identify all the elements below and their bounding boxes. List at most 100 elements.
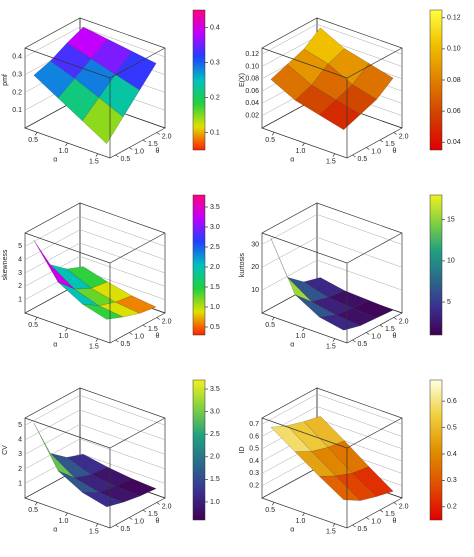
colorbar — [192, 9, 206, 151]
y-tick — [142, 509, 147, 513]
z-tick-label: 20 — [251, 264, 259, 271]
y-axis-label: θ — [393, 518, 397, 525]
colorbar-tick-label: 3.5 — [210, 204, 220, 211]
grid-line — [261, 214, 403, 245]
z-tick-label: 1 — [18, 480, 22, 487]
z-tick-label: 0.4 — [249, 458, 259, 465]
z-tick-label: 0.3 — [12, 72, 22, 79]
x-tick — [271, 317, 275, 321]
z-tick-label: 0.2 — [12, 89, 22, 96]
z-axis-label: E(X) — [239, 73, 246, 87]
y-tick — [379, 139, 384, 143]
colorbar-tick-label: 3.0 — [210, 224, 220, 231]
y-tick-label: 2.0 — [399, 133, 409, 140]
y-tick-label: 0.5 — [121, 156, 131, 163]
colorbar-tick-label: 0.08 — [447, 77, 461, 84]
colorbar-tick-label: 0.10 — [447, 46, 461, 53]
y-tick — [156, 132, 160, 135]
x-tick — [95, 153, 99, 157]
x-axis-label: α — [53, 156, 57, 163]
grid-line — [24, 394, 166, 426]
box-front-edges — [24, 417, 166, 449]
grid-line — [261, 393, 403, 425]
z-tick-label: 1 — [18, 297, 22, 304]
box-side-wall — [24, 387, 81, 499]
x-tick — [95, 523, 99, 527]
colorbar — [429, 9, 443, 151]
y-tick-label: 0.5 — [358, 156, 368, 163]
colorbar-tick-label: 1.5 — [210, 284, 220, 291]
x-tick — [271, 502, 275, 506]
z-tick-label: 0.1 — [12, 107, 22, 114]
y-tick — [129, 517, 133, 520]
y-tick-label: 0.5 — [121, 526, 131, 533]
y-axis-label: θ — [393, 148, 397, 155]
x-tick-label: 1.0 — [59, 518, 69, 525]
grid-line — [24, 409, 166, 441]
colorbar-tick-label: 1.0 — [210, 304, 220, 311]
z-tick-label: 0.02 — [245, 113, 259, 120]
x-tick-label: 0.5 — [265, 137, 275, 144]
y-tick — [366, 332, 370, 335]
y-tick — [393, 502, 397, 505]
colorbar-tick-label: 3.0 — [210, 408, 220, 415]
y-tick — [352, 154, 356, 158]
z-axis-label: ID — [239, 447, 246, 454]
y-tick — [366, 517, 370, 520]
x-tick-label: 1.0 — [296, 148, 306, 155]
z-axis-label: CV — [2, 445, 9, 455]
y-tick — [352, 339, 356, 343]
z-tick-label: 0.5 — [249, 446, 259, 453]
y-tick — [129, 147, 133, 150]
x-tick-label: 1.0 — [59, 148, 69, 155]
surface-facet — [82, 303, 124, 320]
grid-line — [24, 256, 166, 287]
x-tick — [302, 327, 305, 332]
box-front-edges — [261, 232, 403, 264]
z-axis-label: kurtosis — [239, 252, 246, 277]
z-tick-label: 0.10 — [245, 63, 259, 70]
x-tick — [34, 317, 38, 321]
y-tick-label: 0.5 — [358, 526, 368, 533]
colorbar-tick-label: 0.6 — [447, 398, 457, 405]
y-tick-label: 0.5 — [358, 341, 368, 348]
surface-facet — [81, 492, 124, 508]
y-tick — [115, 154, 119, 158]
y-tick-label: 1.5 — [385, 141, 395, 148]
colorbar-tick-label: 0.5 — [210, 324, 220, 331]
y-tick-label: 1.0 — [371, 333, 381, 340]
grid-line — [261, 23, 403, 55]
colorbar-tick-label: 2.0 — [210, 454, 220, 461]
grid-line — [261, 237, 403, 268]
z-axis-label: pmf — [2, 74, 9, 86]
z-tick-label: 2 — [18, 283, 22, 290]
x-axis-label: α — [53, 526, 57, 533]
x-tick-label: 1.5 — [89, 344, 99, 351]
colorbar-tick-label: 0.1 — [210, 129, 220, 136]
surface-facet — [318, 314, 361, 331]
x-tick — [332, 338, 336, 342]
x-tick — [65, 512, 68, 517]
z-tick-label: 30 — [251, 241, 259, 248]
y-tick-label: 1.0 — [371, 518, 381, 525]
colorbar-tick-label: 0.12 — [447, 15, 461, 22]
grid-line — [24, 438, 166, 470]
x-tick-label: 0.5 — [265, 507, 275, 514]
grid-line — [24, 453, 166, 484]
surface-facet — [319, 475, 361, 501]
y-tick — [393, 317, 397, 320]
y-tick — [393, 132, 397, 135]
z-tick-label: 0.06 — [245, 88, 259, 95]
z-tick-label: 5 — [18, 243, 22, 250]
y-tick-label: 1.0 — [134, 518, 144, 525]
grid-line — [24, 424, 166, 455]
z-tick-label: 0.6 — [249, 433, 259, 440]
y-tick-label: 1.0 — [371, 148, 381, 155]
colorbar-tick-label: 1.0 — [210, 499, 220, 506]
colorbar-tick-label: 2.5 — [210, 431, 220, 438]
x-tick-label: 1.5 — [326, 529, 336, 536]
colorbar — [429, 379, 443, 521]
